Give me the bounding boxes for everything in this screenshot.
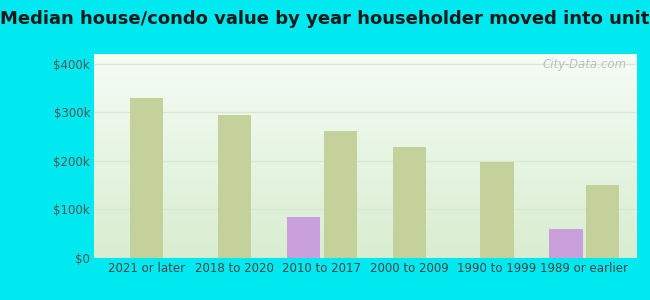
Bar (393, 147, 426, 258)
Bar (287, 217, 320, 258)
Bar (480, 162, 514, 258)
Text: City-Data.com: City-Data.com (542, 58, 626, 71)
Bar (218, 115, 251, 258)
Bar (130, 98, 163, 258)
Bar (324, 131, 357, 258)
Bar (586, 185, 619, 258)
Bar (549, 229, 583, 258)
Text: Median house/condo value by year householder moved into unit: Median house/condo value by year househo… (0, 11, 650, 28)
